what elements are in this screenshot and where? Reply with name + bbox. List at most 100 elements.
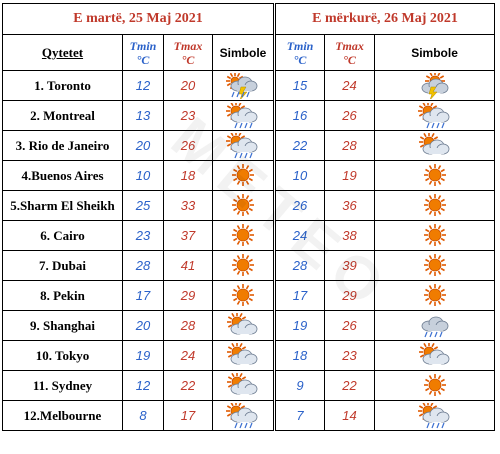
city-column-header: Qytetet [2,34,123,71]
day1-tmax-value: 28 [163,310,213,341]
city-name: 8. Pekin [2,280,123,311]
day2-tmax-value: 39 [324,250,376,281]
day1-tmax-value: 41 [163,250,213,281]
day1-symbol-header: Simbole [211,34,276,71]
day2-symbol-cell [374,250,496,281]
day1-tmax-header: Tmax °C [163,34,213,71]
day1-tmin-value: 10 [122,160,164,191]
table-row: 7. Dubai 28 41 28 39 [2,250,496,281]
day1-tmax-value: 33 [163,190,213,221]
table-row: 9. Shanghai 20 28 19 26 [2,310,496,341]
sun-icon [213,283,273,309]
day1-symbol-cell [211,250,276,281]
city-name: 4.Buenos Aires [2,160,123,191]
day1-tmax-value: 26 [163,130,213,161]
day1-symbol-cell [211,220,276,251]
day1-tmax-value: 24 [163,340,213,371]
sun-icon [375,253,494,279]
storm-cloud-icon [213,72,273,99]
day2-tmax-value: 36 [324,190,376,221]
sun-cloud-icon [375,342,494,369]
day1-symbol-cell [211,160,276,191]
day2-symbol-cell [374,400,496,431]
city-name: 10. Tokyo [2,340,123,371]
sun-cloud-icon [375,132,494,159]
day2-symbol-cell [374,190,496,221]
table-row: 1. Toronto 12 20 15 24 [2,70,496,101]
unit-label: °C [343,52,356,67]
day1-tmax-value: 22 [163,370,213,401]
day2-symbol-cell [374,130,496,161]
day2-tmin-value: 7 [273,400,326,431]
day1-tmin-value: 20 [122,310,164,341]
day2-tmin-value: 24 [273,220,326,251]
sun-rain-icon [213,102,273,129]
day1-symbol-cell [211,130,276,161]
day1-tmin-value: 28 [122,250,164,281]
day1-symbol-cell [211,100,276,131]
day1-tmin-value: 8 [122,400,164,431]
day1-tmin-header: Tmin °C [122,34,164,71]
day2-tmax-value: 24 [324,70,376,101]
day1-symbol-cell [211,340,276,371]
sun-icon [375,163,494,189]
city-name: 5.Sharm El Sheikh [2,190,123,221]
unit-label: °C [293,52,307,67]
storm-sun-icon [375,72,494,99]
sun-cloud-icon [213,372,273,399]
sun-rain-icon [213,132,273,159]
forecast-rows: 1. Toronto 12 20 15 24 2. Montreal 13 23 16 26 3. … [2,70,496,431]
day2-tmax-value: 26 [324,310,376,341]
tmax-label: Tmax [335,38,364,53]
day1-tmin-value: 13 [122,100,164,131]
sun-cloud-icon [213,312,273,339]
day2-tmin-value: 16 [273,100,326,131]
day1-tmin-value: 12 [122,70,164,101]
day2-tmin-value: 10 [273,160,326,191]
day2-symbol-cell [374,310,496,341]
day1-tmin-value: 23 [122,220,164,251]
day2-tmin-value: 9 [273,370,326,401]
day1-tmin-value: 19 [122,340,164,371]
day2-tmax-value: 29 [324,280,376,311]
city-name: 2. Montreal [2,100,123,131]
day1-tmin-value: 17 [122,280,164,311]
day2-tmax-value: 28 [324,130,376,161]
day2-tmin-value: 26 [273,190,326,221]
table-row: 6. Cairo 23 37 24 38 [2,220,496,251]
sun-icon [213,193,273,219]
table-row: 2. Montreal 13 23 16 26 [2,100,496,131]
day2-tmin-value: 17 [273,280,326,311]
day1-symbol-cell [211,70,276,101]
tmin-label: Tmin [129,38,157,53]
day2-tmin-value: 28 [273,250,326,281]
day2-tmax-header: Tmax °C [324,34,376,71]
forecast-table: E martë, 25 Maj 2021 E mërkurë, 26 Maj 2… [1,3,496,431]
day1-tmax-value: 17 [163,400,213,431]
day2-tmin-value: 18 [273,340,326,371]
day2-symbol-cell [374,160,496,191]
table-row: 11. Sydney 12 22 9 22 [2,370,496,401]
sun-icon [375,373,494,399]
day1-symbol-cell [211,310,276,341]
city-name: 12.Melbourne [2,400,123,431]
city-name: 6. Cairo [2,220,123,251]
sun-icon [213,253,273,279]
day2-tmin-value: 22 [273,130,326,161]
day2-tmax-value: 26 [324,100,376,131]
table-row: 5.Sharm El Sheikh 25 33 26 36 [2,190,496,221]
sun-icon [375,193,494,219]
day1-symbol-cell [211,280,276,311]
city-name: 11. Sydney [2,370,123,401]
day1-tmin-value: 12 [122,370,164,401]
day1-header: E martë, 25 Maj 2021 [1,3,276,35]
day1-symbol-cell [211,400,276,431]
day1-tmax-value: 23 [163,100,213,131]
day2-tmax-value: 19 [324,160,376,191]
table-row: 3. Rio de Janeiro 20 26 22 28 [2,130,496,161]
day2-symbol-cell [374,340,496,371]
city-name: 3. Rio de Janeiro [2,130,123,161]
sun-icon [375,223,494,249]
tmax-label: Tmax [173,38,203,53]
